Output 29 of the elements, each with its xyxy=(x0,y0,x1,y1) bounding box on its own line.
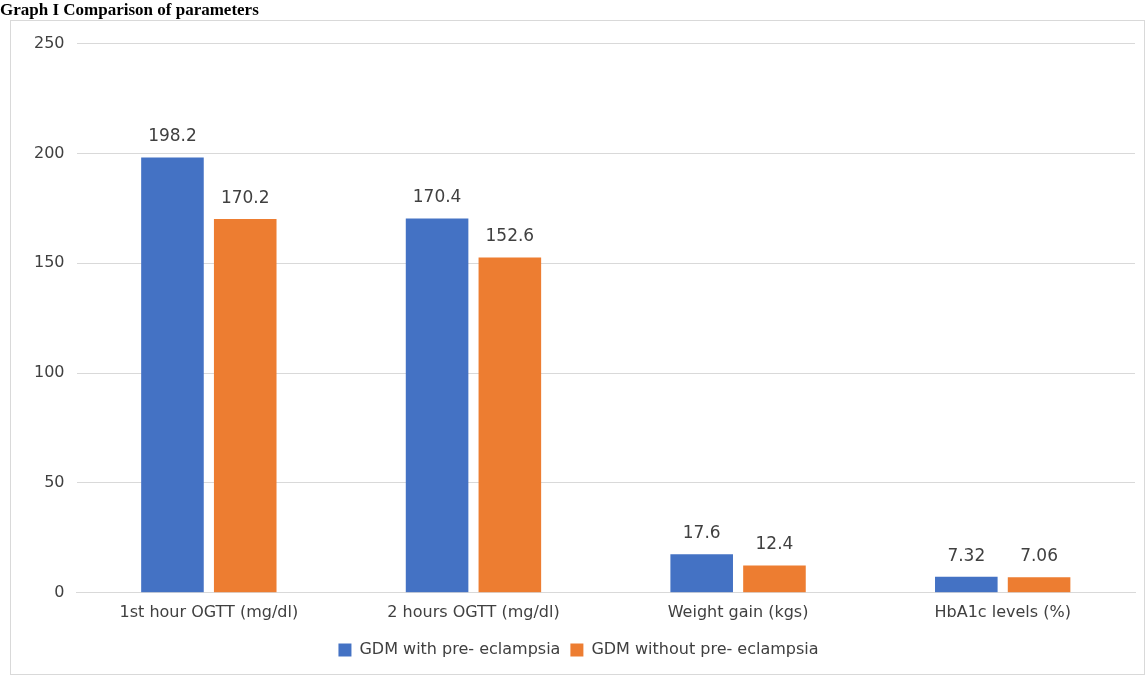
x-tick-label: 1st hour OGTT (mg/dl) xyxy=(119,601,299,621)
data-label: 7.32 xyxy=(947,544,986,565)
x-tick-label: 2 hours OGTT (mg/dl) xyxy=(387,601,560,621)
legend-label: GDM without pre- eclampsia xyxy=(591,639,819,659)
bar xyxy=(935,576,998,593)
data-label: 198.2 xyxy=(148,125,197,146)
x-tick-label: Weight gain (kgs) xyxy=(667,601,809,621)
y-tick-label: 250 xyxy=(33,32,65,52)
bar xyxy=(1007,577,1071,593)
data-label: 170.4 xyxy=(412,186,462,207)
y-tick-label: 0 xyxy=(54,581,65,601)
data-label: 12.4 xyxy=(755,533,794,554)
y-tick-label: 200 xyxy=(33,142,65,162)
x-tick-label: HbA1c levels (%) xyxy=(934,601,1071,621)
data-label: 152.6 xyxy=(485,225,535,246)
bar xyxy=(213,218,277,593)
bar xyxy=(141,157,204,593)
bar xyxy=(405,218,469,593)
bar xyxy=(478,257,542,593)
bar xyxy=(670,554,733,593)
data-label: 17.6 xyxy=(682,522,721,543)
data-label: 7.06 xyxy=(1020,545,1059,566)
bar xyxy=(743,565,806,593)
data-label: 170.2 xyxy=(220,186,270,207)
legend-label: GDM with pre- eclampsia xyxy=(359,639,561,659)
chart-title: Graph I Comparison of parameters xyxy=(0,0,259,20)
y-tick-label: 50 xyxy=(44,472,65,492)
y-tick-label: 100 xyxy=(33,362,65,382)
y-tick-label: 150 xyxy=(33,252,65,272)
